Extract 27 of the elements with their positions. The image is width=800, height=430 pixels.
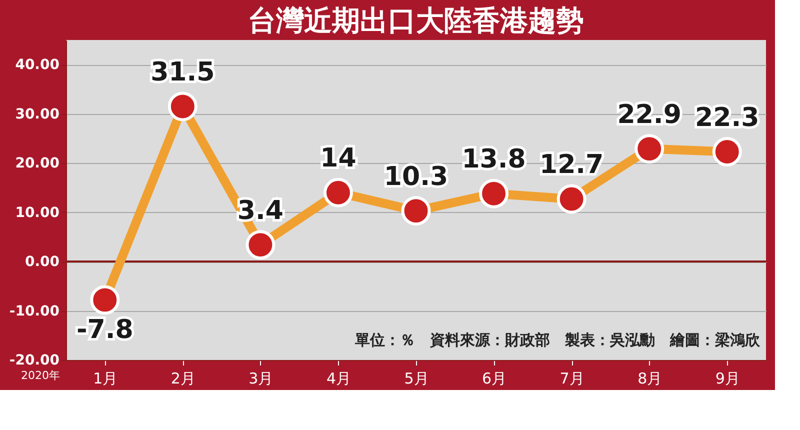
x-tick-label: 5月: [404, 370, 429, 388]
x-tick-label: 9月: [715, 370, 740, 388]
data-label: 12.7: [539, 150, 604, 180]
data-label: 10.3: [384, 162, 448, 192]
annotation: 單位：％ 資料來源：財政部 製表：吳泓勳 繪圖：梁鴻欣: [354, 331, 761, 349]
y-tick-label: 20.00: [15, 156, 60, 172]
data-label: 14: [320, 144, 356, 174]
x-tick-label: 6月: [482, 370, 507, 388]
x-tick-label: 1月: [93, 370, 118, 388]
y-tick-label: 0.00: [24, 254, 60, 270]
y-tick-label: -10.00: [9, 303, 60, 320]
x-tick-label: 8月: [638, 370, 662, 388]
y-tick-label: -20.00: [9, 352, 60, 368]
y-tick-label: 30.00: [15, 106, 60, 122]
chart-title: 台灣近期出口大陸香港趨勢: [248, 4, 584, 37]
data-label: 31.5: [150, 57, 215, 88]
data-label: -7.8: [76, 314, 134, 345]
x-tick-label: 2月: [170, 370, 196, 388]
data-label: 22.3: [695, 102, 760, 133]
data-label: 13.8: [462, 144, 526, 175]
text: 2020年: [21, 369, 60, 382]
y-tick-label: 10.00: [15, 204, 60, 221]
x-tick-label: 7月: [560, 370, 584, 388]
y-tick-label: 40.00: [15, 57, 60, 74]
data-label: 22.9: [617, 100, 682, 130]
x-tick-label: 4月: [326, 370, 351, 388]
x-tick-label: 3月: [248, 370, 274, 388]
